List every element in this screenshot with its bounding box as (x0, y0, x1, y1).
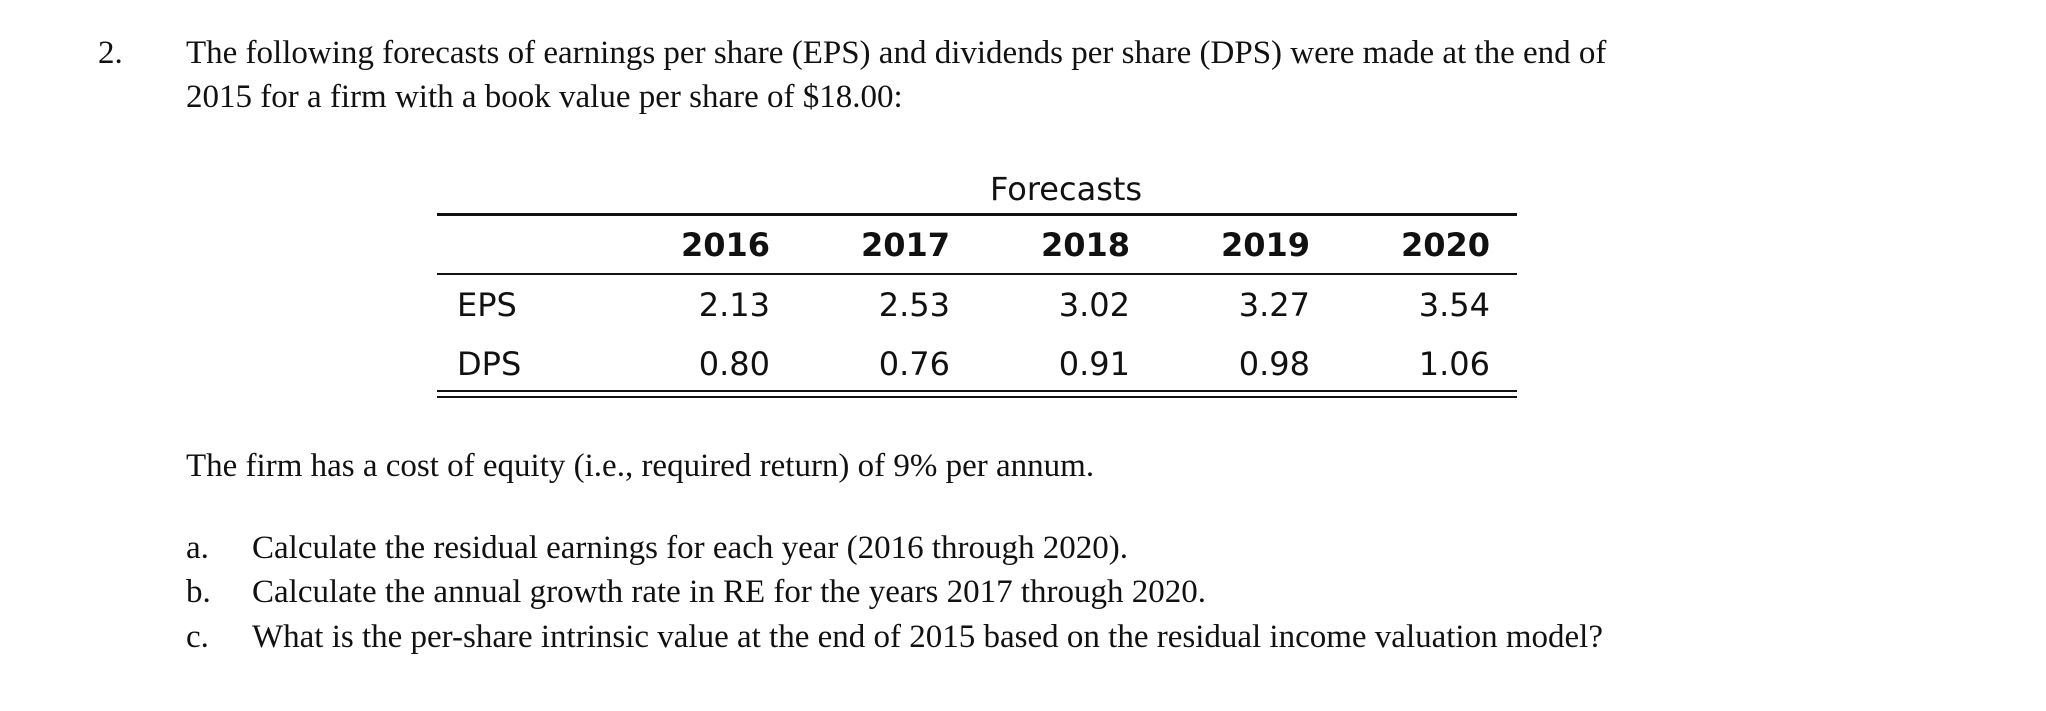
table-top-rule (437, 213, 1517, 216)
eps-2016: 2.13 (698, 286, 770, 324)
dps-2020: 1.06 (1418, 345, 1490, 383)
year-header-2020: 2020 (1400, 226, 1490, 264)
dps-2018: 0.91 (1058, 345, 1130, 383)
row-label-dps: DPS (457, 345, 522, 383)
part-a-text: Calculate the residual earnings for each… (252, 530, 1129, 566)
part-a-letter: a. (186, 530, 209, 566)
eps-2018: 3.02 (1058, 286, 1130, 324)
question-text-line-2: 2015 for a firm with a book value per sh… (186, 79, 903, 115)
table-bottom-rule-2 (437, 396, 1517, 398)
part-c-text: What is the per-share intrinsic value at… (252, 619, 1603, 655)
dps-2017: 0.76 (878, 345, 950, 383)
dps-2016: 0.80 (698, 345, 770, 383)
forecasts-group-header: Forecasts (990, 170, 1143, 208)
forecast-table: Forecasts 2016 2017 2018 2019 2020 EPS 2… (437, 160, 1517, 400)
part-b-letter: b. (186, 574, 211, 610)
row-label-eps: EPS (457, 286, 517, 324)
part-c-letter: c. (186, 619, 209, 655)
year-header-2017: 2017 (860, 226, 950, 264)
table-bottom-rule-1 (437, 390, 1517, 392)
eps-2020: 3.54 (1418, 286, 1490, 324)
year-header-2018: 2018 (1040, 226, 1130, 264)
question-number: 2. (98, 35, 123, 71)
dps-2019: 0.98 (1238, 345, 1310, 383)
year-header-2016: 2016 (680, 226, 770, 264)
eps-2017: 2.53 (878, 286, 950, 324)
cost-of-equity-text: The firm has a cost of equity (i.e., req… (186, 448, 1095, 484)
eps-2019: 3.27 (1238, 286, 1310, 324)
question-text-line-1: The following forecasts of earnings per … (186, 35, 1607, 71)
table-header-rule (437, 273, 1517, 275)
year-header-2019: 2019 (1220, 226, 1310, 264)
part-b-text: Calculate the annual growth rate in RE f… (252, 574, 1206, 610)
